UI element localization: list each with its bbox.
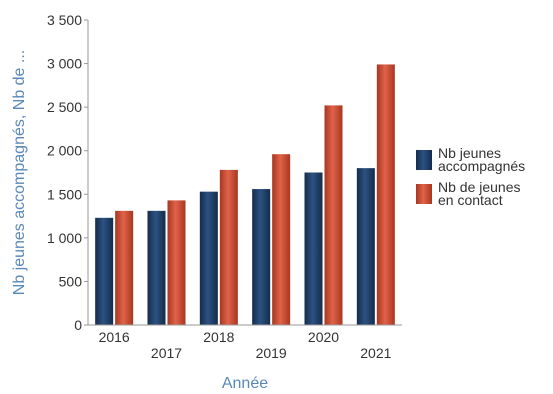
- y-tick-label: 2 000: [47, 143, 82, 159]
- x-tick-label: 2017: [151, 345, 182, 361]
- legend-label: accompagnés: [438, 158, 525, 174]
- y-tick-label: 500: [59, 273, 83, 289]
- bar-accompagnes-2019: [252, 189, 271, 325]
- legend-swatch-contact: [416, 184, 432, 204]
- bar-accompagnes-2021: [356, 168, 375, 325]
- y-tick-label: 1 500: [47, 186, 82, 202]
- x-axis-title: Année: [222, 375, 268, 392]
- legend-label: en contact: [438, 192, 503, 208]
- y-tick-label: 2 500: [47, 99, 82, 115]
- x-tick-label: 2019: [256, 345, 287, 361]
- y-tick-label: 3 000: [47, 56, 82, 72]
- bar-contact-2020: [324, 105, 343, 326]
- x-tick-label: 2018: [203, 329, 234, 345]
- bar-contact-2019: [272, 154, 291, 325]
- bar-accompagnes-2017: [147, 210, 166, 325]
- x-axis-ticks: 2016 2017 2018 2019 2020 2021: [99, 329, 392, 361]
- y-tick-label: 3 500: [47, 12, 82, 28]
- x-tick-label: 2016: [99, 329, 130, 345]
- bars-group: [95, 64, 395, 326]
- legend-label: Nb de jeunes: [438, 179, 521, 195]
- bar-accompagnes-2020: [304, 172, 323, 325]
- bar-accompagnes-2016: [95, 217, 114, 325]
- bar-contact-2016: [115, 210, 134, 325]
- x-tick-label: 2020: [308, 329, 339, 345]
- y-axis-title: Nb jeunes accompagnés, Nb de ...: [11, 50, 28, 295]
- y-axis-ticks: 0 500 1 000 1 500 2 000 2 500 3 000 3 500: [47, 12, 88, 333]
- bar-contact-2021: [376, 64, 395, 325]
- y-tick-label: 0: [74, 317, 82, 333]
- legend-swatch-accompagnes: [416, 150, 432, 170]
- bar-accompagnes-2018: [199, 191, 218, 325]
- legend-label: Nb jeunes: [438, 145, 501, 161]
- bar-contact-2017: [167, 200, 186, 325]
- bar-contact-2018: [219, 169, 238, 325]
- x-tick-label: 2021: [360, 345, 391, 361]
- y-tick-label: 1 000: [47, 230, 82, 246]
